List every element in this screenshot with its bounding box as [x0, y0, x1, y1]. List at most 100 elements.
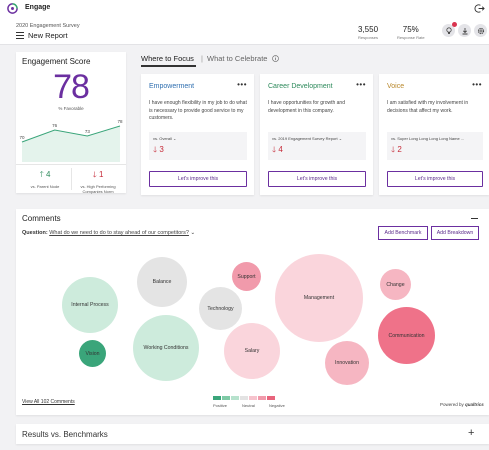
legend-swatch: [213, 396, 221, 400]
focus-card-career-development: Career Development ••• I have opportunit…: [260, 74, 373, 195]
trend-line: [21, 125, 121, 143]
minimize-icon[interactable]: [471, 218, 478, 220]
trend-point-label: 78: [117, 119, 123, 124]
arrow-down-icon: 🡓: [272, 145, 277, 154]
vs-high-label-2: Companies Norm: [82, 188, 114, 194]
topic-bubble-vision[interactable]: Vision: [79, 340, 106, 367]
topic-bubble-balance[interactable]: Balance: [137, 257, 187, 307]
score-divider: [16, 164, 126, 165]
focus-card-text: I have enough flexibility in my job to d…: [149, 100, 247, 121]
survey-name: 2020 Engagement Survey: [16, 23, 80, 29]
benchmarks-title: Results vs. Benchmarks: [22, 430, 108, 439]
arrow-down-icon: 🡓: [92, 170, 97, 179]
top-bar: Engage: [0, 0, 489, 17]
response-rate-label: Response Rate: [397, 35, 425, 40]
report-header: 2020 Engagement Survey New Report 3,550 …: [0, 17, 489, 45]
legend-swatch: [267, 396, 275, 400]
more-options-icon[interactable]: •••: [356, 80, 366, 89]
add-breakdown-button[interactable]: Add Breakdown: [431, 226, 479, 240]
topic-bubble-communication[interactable]: Communication: [378, 307, 435, 364]
topic-bubble-technology[interactable]: Technology: [199, 287, 242, 330]
improve-button[interactable]: Let's improve this: [387, 171, 483, 187]
info-icon[interactable]: [272, 55, 279, 62]
vs-high-label-1: vs. High Performing: [80, 184, 116, 189]
comparison-delta: 2: [397, 145, 402, 154]
download-button[interactable]: [458, 24, 471, 37]
comparison-select[interactable]: vs. 2019 Engagement Survey Report ⌄: [272, 136, 343, 141]
question-selector[interactable]: Question: What do we need to do to stay …: [22, 230, 195, 236]
comments-title: Comments: [22, 214, 61, 223]
engagement-score-card: Engagement Score 78 % Favorable 70 76 73 78…: [16, 52, 126, 194]
legend-swatch: [249, 396, 257, 400]
focus-card-title: Empowerment: [149, 83, 195, 90]
legend-swatch: [240, 396, 248, 400]
vs-parent-label: vs. Parent Node: [30, 184, 60, 189]
arrow-up-icon: 🡑: [39, 170, 44, 179]
vs-parent-value: 4: [45, 170, 51, 179]
topic-bubble-innovation[interactable]: Innovation: [325, 341, 369, 385]
topic-bubble-internal-process[interactable]: Internal Process: [62, 277, 118, 333]
legend-negative: Negative: [269, 403, 285, 408]
trend-point-label: 76: [52, 123, 58, 128]
topic-bubble-management[interactable]: Management: [275, 254, 363, 342]
trend-point-label: 73: [85, 129, 91, 134]
trend-area: [22, 126, 120, 162]
topic-bubble-support[interactable]: Support: [232, 262, 261, 291]
legend-swatch: [258, 396, 266, 400]
focus-card-voice: Voice ••• I am satisfied with my involve…: [379, 74, 489, 195]
arrow-down-icon: 🡓: [153, 145, 158, 154]
comparison-box: vs. Overall ⌄ 🡓 3: [149, 132, 247, 160]
download-icon: [462, 27, 467, 34]
tab-separator: |: [201, 54, 203, 63]
comments-card: Comments Question: What do we need to do…: [16, 209, 489, 415]
hamburger-menu-icon[interactable]: [16, 32, 24, 39]
responses-label: Responses: [358, 35, 379, 40]
response-rate-stat: 75% Response Rate: [397, 25, 425, 40]
focus-card-text: I am satisfied with my involvement in de…: [387, 100, 469, 114]
comparison-select[interactable]: vs. Overall ⌄: [153, 136, 177, 141]
view-all-comments-link[interactable]: View All 102 Comments: [22, 399, 75, 405]
add-benchmark-button[interactable]: Add Benchmark: [378, 226, 428, 240]
engagement-trend-chart: 70 76 73 78: [19, 119, 123, 162]
logout-icon[interactable]: [474, 3, 485, 14]
powered-by-label: Powered by: [440, 402, 466, 407]
focus-card-text: I have opportunities for growth and deve…: [268, 100, 345, 114]
benchmarks-card[interactable]: Results vs. Benchmarks +: [16, 424, 489, 444]
focus-card-empowerment: Empowerment ••• I have enough flexibilit…: [141, 74, 254, 195]
improve-button[interactable]: Let's improve this: [268, 171, 366, 187]
engage-logo-icon: [7, 3, 18, 14]
qualtrics-logo: qualtrics: [465, 402, 484, 407]
more-options-icon[interactable]: •••: [472, 80, 482, 89]
notifications-button[interactable]: [442, 22, 457, 37]
more-options-icon[interactable]: •••: [237, 80, 247, 89]
sentiment-legend-bar: [213, 396, 276, 400]
settings-button[interactable]: [474, 24, 487, 37]
legend-positive: Positive: [213, 403, 228, 408]
tab-where-to-focus[interactable]: Where to Focus: [141, 54, 194, 63]
topic-bubble-salary[interactable]: Salary: [224, 323, 280, 379]
question-label: Question:: [22, 230, 48, 236]
trend-point-label: 70: [19, 135, 25, 140]
responses-stat: 3,550 Responses: [358, 25, 378, 40]
legend-neutral: Neutral: [242, 403, 255, 408]
engagement-score-title: Engagement Score: [22, 57, 91, 66]
comparison-select[interactable]: vs. Super Long Long Long Long Name ...: [391, 136, 465, 141]
responses-value: 3,550: [358, 25, 379, 34]
focus-card-title: Career Development: [268, 83, 333, 90]
legend-swatch: [222, 396, 230, 400]
comparison-delta: 4: [278, 145, 283, 154]
gear-icon: [477, 27, 484, 34]
active-tab-underline: [141, 65, 196, 67]
notification-badge: [452, 22, 457, 27]
legend-swatch: [231, 396, 239, 400]
chevron-down-icon[interactable]: ⌄: [190, 230, 196, 236]
expand-plus-icon[interactable]: +: [468, 427, 475, 439]
topic-bubble-working-conditions[interactable]: Working Conditions: [133, 315, 199, 381]
tab-what-to-celebrate[interactable]: What to Celebrate: [207, 54, 268, 63]
improve-button[interactable]: Let's improve this: [149, 171, 247, 187]
topic-bubble-change[interactable]: Change: [380, 269, 411, 300]
engagement-score-label: % Favorable: [58, 106, 84, 111]
vs-high-value: 1: [98, 170, 104, 179]
question-text[interactable]: What do we need to do to stay ahead of o…: [49, 230, 189, 236]
powered-by: Powered by qualtrics: [440, 402, 484, 407]
